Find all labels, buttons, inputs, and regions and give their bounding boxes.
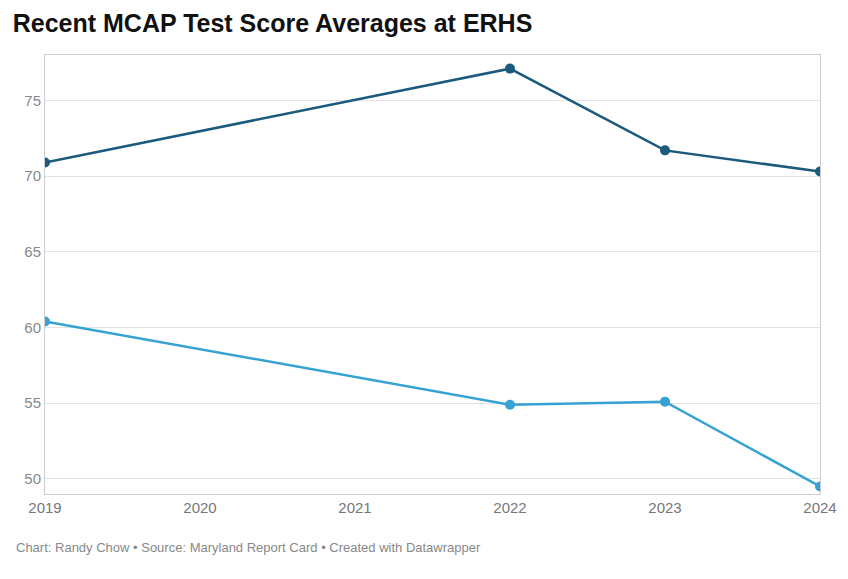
svg-text:Recent MCAP Test Score Average: Recent MCAP Test Score Averages at ERHS <box>13 9 533 37</box>
svg-text:2022: 2022 <box>493 499 526 516</box>
svg-text:60: 60 <box>24 319 41 336</box>
svg-text:2020: 2020 <box>183 499 216 516</box>
svg-text:65: 65 <box>24 243 41 260</box>
svg-text:55: 55 <box>24 394 41 411</box>
svg-text:50: 50 <box>24 470 41 487</box>
svg-text:2023: 2023 <box>648 499 681 516</box>
svg-text:Chart: Randy Chow • Source: Ma: Chart: Randy Chow • Source: Maryland Rep… <box>16 540 481 555</box>
svg-text:70: 70 <box>24 167 41 184</box>
svg-text:2019: 2019 <box>28 499 61 516</box>
svg-text:75: 75 <box>24 92 41 109</box>
svg-text:2024: 2024 <box>803 499 836 516</box>
svg-text:2021: 2021 <box>338 499 371 516</box>
